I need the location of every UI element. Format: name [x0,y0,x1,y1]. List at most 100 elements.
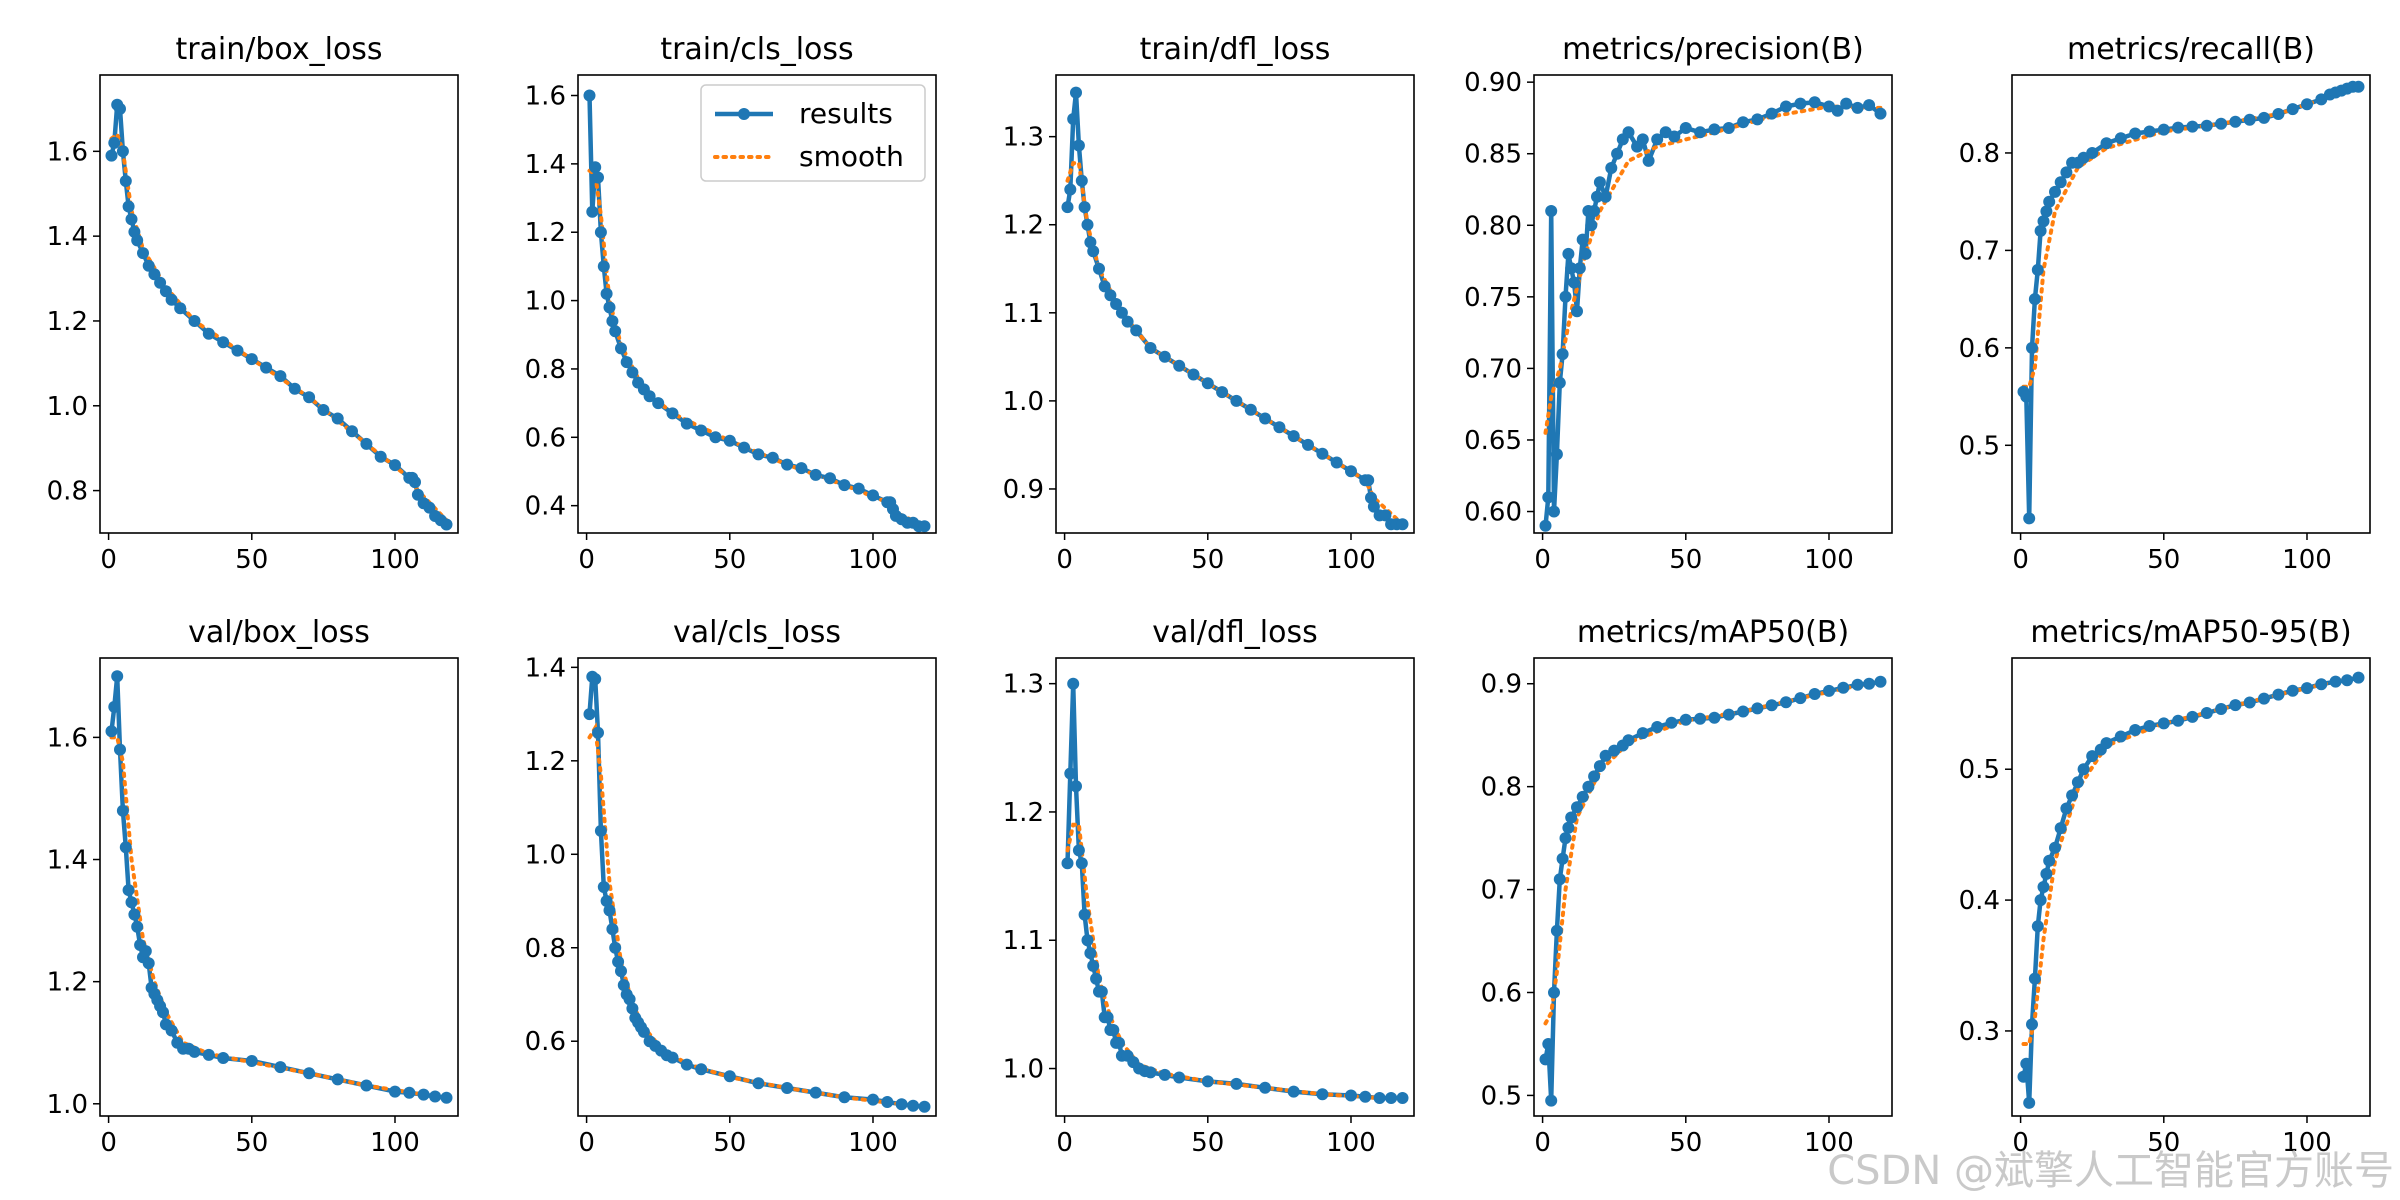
results-point [1605,162,1618,174]
results-point [2272,108,2285,120]
x-tick-label: 0 [100,545,117,575]
results-point [157,1006,169,1019]
smooth-line [2021,675,2361,1046]
results-point [1244,403,1257,416]
results-point [2243,113,2256,126]
results-point [2023,512,2036,525]
results-point [1087,245,1100,258]
results-point [331,1073,344,1086]
results-point [360,1079,373,1092]
y-tick-label: 0.90 [1464,68,1522,98]
results-point [2054,822,2067,835]
results-point [1808,688,1821,700]
y-tick-label: 1.1 [1003,299,1044,329]
results-point [1121,315,1134,328]
results-point [867,489,879,502]
subplot-train-cls-loss: train/cls_loss 0 50 100 0.4 0.6 0.8 1.0 1.2 1.4 1.… [525,32,937,575]
results-point [838,479,851,492]
results-point [1379,509,1392,522]
results-point [1562,821,1575,834]
results-point [122,200,135,213]
x-tick-label: 50 [1191,1128,1224,1158]
y-tick-label: 0.5 [1481,1081,1522,1111]
results-point [1316,447,1329,460]
y-tick-label: 1.2 [47,968,88,998]
x-tick-label: 0 [1056,1128,1073,1158]
y-tick-label: 1.3 [1003,670,1044,700]
results-point [260,361,273,374]
y-tick-label: 0.6 [525,423,566,453]
smooth-line [109,735,449,1100]
plot-frame [1533,657,1893,1117]
results-point [202,327,215,340]
results-point [2031,920,2044,933]
results-point [2037,881,2050,893]
y-tick-label: 0.80 [1464,211,1522,241]
plot-frame [577,74,937,534]
results-point [1158,1068,1171,1081]
results-point [139,945,152,958]
results-point [2043,195,2056,208]
results-point [1542,491,1555,504]
results-point [2043,854,2056,867]
plot-frame [2011,657,2371,1117]
x-tick-label: 100 [1326,545,1376,575]
results-point [2129,724,2142,736]
results-point [2172,121,2185,134]
results-point [1087,959,1100,972]
results-point [1367,500,1380,513]
results-point [2258,692,2270,705]
results-point [1090,972,1103,985]
y-tick-label: 1.4 [525,653,566,683]
subplot-metrics-recall-b: metrics/recall(B) 0 50 100 0.5 0.6 0.7 0.8 [1959,32,2371,575]
results-point [1599,749,1612,762]
results-point [1287,430,1300,443]
results-point [620,356,633,369]
y-tick-label: 0.8 [525,355,566,385]
y-tick-label: 1.0 [525,840,566,870]
results-point [1061,857,1074,870]
results-point [680,1058,693,1071]
results-point [1548,505,1560,518]
results-point [1874,107,1887,120]
results-point [1565,811,1578,824]
results-point [1067,677,1080,690]
x-tick-label: 0 [2012,1128,2029,1158]
results-point [1611,147,1624,160]
y-tick-label: 1.0 [1003,387,1044,417]
y-tick-label: 0.70 [1464,354,1522,384]
results-point [2023,1096,2036,1109]
subplot-title: train/dfl_loss [1140,32,1331,67]
results-point [1345,465,1357,478]
results-point [2066,789,2079,802]
smooth-line [2021,86,2361,389]
results-point [603,301,616,314]
results-point [116,804,129,817]
results-point [202,1048,215,1061]
results-point [1072,844,1085,857]
plot-frame [1055,74,1415,534]
results-point [2077,763,2090,776]
results-point [1636,727,1649,740]
results-point [137,247,149,260]
results-point [1568,276,1581,289]
results-point [417,1088,430,1101]
results-point [1362,474,1375,487]
results-point [867,1093,879,1106]
results-point [1651,721,1664,733]
results-point [1078,201,1091,214]
results-point [1173,1071,1186,1084]
results-point [1550,924,1563,937]
results-point [1539,1053,1552,1066]
results-point [1553,873,1566,886]
results-point [1302,438,1314,451]
smooth-line [587,168,927,529]
results-point [317,404,330,416]
results-point [142,957,155,970]
results-point [592,726,604,739]
results-point [2086,750,2099,763]
results-point [583,89,596,102]
results-point [1765,699,1778,712]
results-point [1201,377,1214,390]
results-point [1556,852,1569,865]
